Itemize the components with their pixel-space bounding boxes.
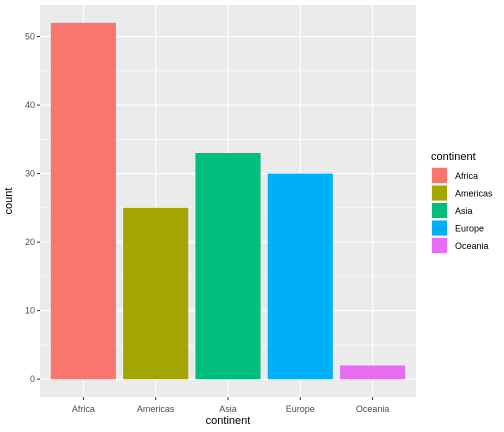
y-axis-ticks: 0 10 20 30 40 50 — [25, 32, 40, 384]
x-tick-label: Europe — [286, 404, 315, 414]
x-tick-label: Africa — [72, 404, 95, 414]
y-axis-title: count — [3, 188, 15, 215]
x-axis-ticks: Africa Americas Asia Europe Oceania — [72, 397, 390, 414]
legend-swatch-asia — [432, 203, 447, 218]
bar-asia — [195, 153, 261, 380]
legend-label-asia: Asia — [455, 206, 473, 216]
y-tick-label: 50 — [25, 32, 35, 42]
y-tick-label: 10 — [25, 306, 35, 316]
x-tick-label: Oceania — [356, 404, 390, 414]
legend-swatch-americas — [432, 185, 447, 201]
legend-swatch-oceania — [432, 238, 447, 253]
y-tick-label: 20 — [25, 237, 35, 247]
bar-americas — [123, 207, 189, 380]
legend: continent Africa Americas Asia Europe Oceani… — [431, 151, 493, 254]
bar-oceania — [340, 365, 406, 380]
legend-title: continent — [431, 151, 476, 163]
y-tick-label: 0 — [30, 374, 35, 384]
legend-label-europe: Europe — [455, 224, 484, 234]
bar-africa — [50, 22, 116, 380]
bars — [50, 22, 406, 380]
y-tick-label: 30 — [25, 169, 35, 179]
y-tick-label: 40 — [25, 100, 35, 110]
legend-label-americas: Americas — [455, 189, 493, 199]
legend-label-africa: Africa — [455, 171, 478, 181]
bar-europe — [267, 173, 333, 380]
legend-swatch-africa — [432, 168, 447, 183]
x-tick-label: Americas — [137, 404, 175, 414]
x-tick-label: Asia — [219, 404, 237, 414]
x-axis-title: continent — [206, 415, 251, 427]
legend-swatch-europe — [432, 220, 447, 236]
legend-label-oceania: Oceania — [455, 241, 489, 251]
